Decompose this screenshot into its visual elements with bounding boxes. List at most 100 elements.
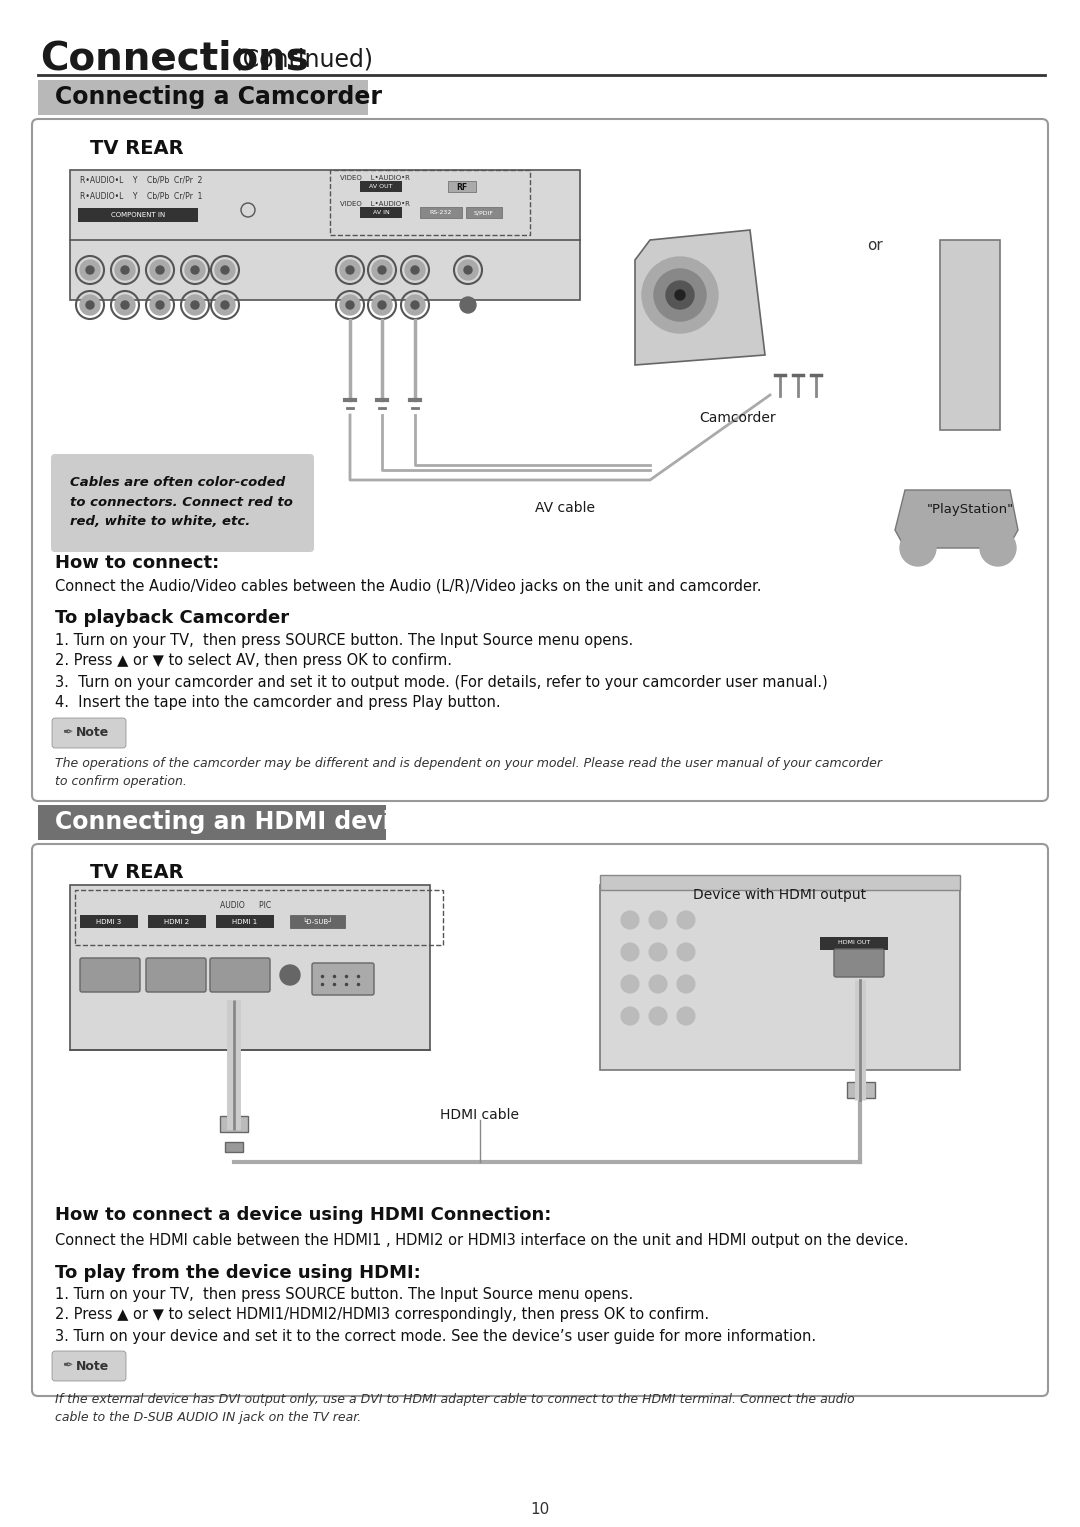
Circle shape xyxy=(221,266,229,273)
Circle shape xyxy=(621,912,639,928)
Bar xyxy=(847,1083,875,1098)
Polygon shape xyxy=(635,231,765,365)
Circle shape xyxy=(677,976,696,993)
Circle shape xyxy=(642,257,718,333)
Text: RS-232: RS-232 xyxy=(430,211,453,215)
Bar xyxy=(216,915,274,928)
Circle shape xyxy=(121,266,129,273)
Circle shape xyxy=(621,944,639,960)
Circle shape xyxy=(150,260,170,279)
FancyBboxPatch shape xyxy=(312,964,374,996)
Bar xyxy=(465,208,502,218)
Circle shape xyxy=(280,965,300,985)
Text: AUDIO      PIC: AUDIO PIC xyxy=(220,901,271,910)
Text: The operations of the camcorder may be different and is dependent on your model.: The operations of the camcorder may be d… xyxy=(55,757,882,788)
Text: Camcorder: Camcorder xyxy=(700,411,777,425)
Text: To play from the device using HDMI:: To play from the device using HDMI: xyxy=(55,1264,421,1283)
FancyBboxPatch shape xyxy=(834,948,885,977)
Circle shape xyxy=(156,266,164,273)
Text: Note: Note xyxy=(76,727,109,739)
Circle shape xyxy=(372,260,392,279)
Bar xyxy=(600,886,960,1070)
Text: If the external device has DVI output only, use a DVI to HDMI adapter cable to c: If the external device has DVI output on… xyxy=(55,1393,854,1425)
Circle shape xyxy=(221,301,229,308)
FancyBboxPatch shape xyxy=(52,718,126,748)
Circle shape xyxy=(411,266,419,273)
Bar xyxy=(70,169,580,299)
Bar xyxy=(38,79,368,115)
Circle shape xyxy=(215,295,235,315)
Circle shape xyxy=(464,266,472,273)
Circle shape xyxy=(666,281,694,308)
Circle shape xyxy=(215,260,235,279)
Text: Connect the Audio/Video cables between the Audio (L/R)/Video jacks on the unit a: Connect the Audio/Video cables between t… xyxy=(55,580,761,594)
Circle shape xyxy=(675,290,685,299)
Circle shape xyxy=(114,260,135,279)
Polygon shape xyxy=(895,490,1018,548)
Bar xyxy=(225,1142,243,1151)
Text: 2. Press ▲ or ▼ to select HDMI1/HDMI2/HDMI3 correspondingly, then press OK to co: 2. Press ▲ or ▼ to select HDMI1/HDMI2/HD… xyxy=(55,1307,710,1322)
Circle shape xyxy=(677,944,696,960)
Bar xyxy=(330,169,530,235)
Bar xyxy=(70,886,430,1051)
Circle shape xyxy=(121,301,129,308)
Circle shape xyxy=(654,269,706,321)
Text: HDMI 1: HDMI 1 xyxy=(232,919,258,925)
Circle shape xyxy=(191,301,199,308)
Text: Connecting an HDMI device: Connecting an HDMI device xyxy=(55,809,421,834)
Text: 4.  Insert the tape into the camcorder and press Play button.: 4. Insert the tape into the camcorder an… xyxy=(55,695,501,710)
Circle shape xyxy=(80,260,100,279)
Bar xyxy=(220,1116,248,1132)
Circle shape xyxy=(411,301,419,308)
Circle shape xyxy=(649,912,667,928)
Bar xyxy=(80,915,138,928)
Circle shape xyxy=(649,944,667,960)
FancyBboxPatch shape xyxy=(32,119,1048,802)
Text: RF: RF xyxy=(457,183,468,191)
Circle shape xyxy=(621,1006,639,1025)
Circle shape xyxy=(185,260,205,279)
Text: HDMI OUT: HDMI OUT xyxy=(838,941,870,945)
Bar xyxy=(420,208,462,218)
Circle shape xyxy=(114,295,135,315)
Circle shape xyxy=(340,295,360,315)
Text: Connecting a Camcorder: Connecting a Camcorder xyxy=(55,86,382,108)
Text: To playback Camcorder: To playback Camcorder xyxy=(55,609,289,628)
Bar xyxy=(291,915,345,928)
Circle shape xyxy=(677,912,696,928)
Text: AV IN: AV IN xyxy=(373,211,390,215)
Circle shape xyxy=(191,266,199,273)
FancyBboxPatch shape xyxy=(80,957,140,993)
Circle shape xyxy=(185,295,205,315)
Text: TV REAR: TV REAR xyxy=(90,139,184,157)
Text: Device with HDMI output: Device with HDMI output xyxy=(693,889,866,902)
Circle shape xyxy=(86,266,94,273)
Circle shape xyxy=(346,266,354,273)
FancyBboxPatch shape xyxy=(52,1351,126,1380)
Bar xyxy=(38,805,386,840)
Circle shape xyxy=(621,976,639,993)
Bar xyxy=(75,890,443,945)
Text: 1. Turn on your TV,  then press SOURCE button. The Input Source menu opens.: 1. Turn on your TV, then press SOURCE bu… xyxy=(55,634,633,649)
Text: VIDEO    L•AUDIO•R: VIDEO L•AUDIO•R xyxy=(340,176,410,182)
Circle shape xyxy=(649,976,667,993)
Circle shape xyxy=(372,295,392,315)
Text: ✒: ✒ xyxy=(62,1359,72,1373)
Text: How to connect a device using HDMI Connection:: How to connect a device using HDMI Conne… xyxy=(55,1206,552,1225)
Text: S/PDIF: S/PDIF xyxy=(474,211,494,215)
Circle shape xyxy=(340,260,360,279)
Bar xyxy=(940,240,1000,431)
Bar xyxy=(360,182,402,192)
Text: 3. Turn on your device and set it to the correct mode. See the device’s user gui: 3. Turn on your device and set it to the… xyxy=(55,1330,816,1344)
Text: 10: 10 xyxy=(530,1503,550,1518)
Circle shape xyxy=(80,295,100,315)
Text: COMPONENT IN: COMPONENT IN xyxy=(111,212,165,218)
Text: or: or xyxy=(867,238,882,252)
Circle shape xyxy=(156,301,164,308)
Bar xyxy=(448,182,476,192)
Text: AV OUT: AV OUT xyxy=(369,185,393,189)
Circle shape xyxy=(405,260,426,279)
FancyBboxPatch shape xyxy=(146,957,206,993)
Circle shape xyxy=(980,530,1016,567)
Text: 2. Press ▲ or ▼ to select AV, then press OK to confirm.: 2. Press ▲ or ▼ to select AV, then press… xyxy=(55,654,453,669)
